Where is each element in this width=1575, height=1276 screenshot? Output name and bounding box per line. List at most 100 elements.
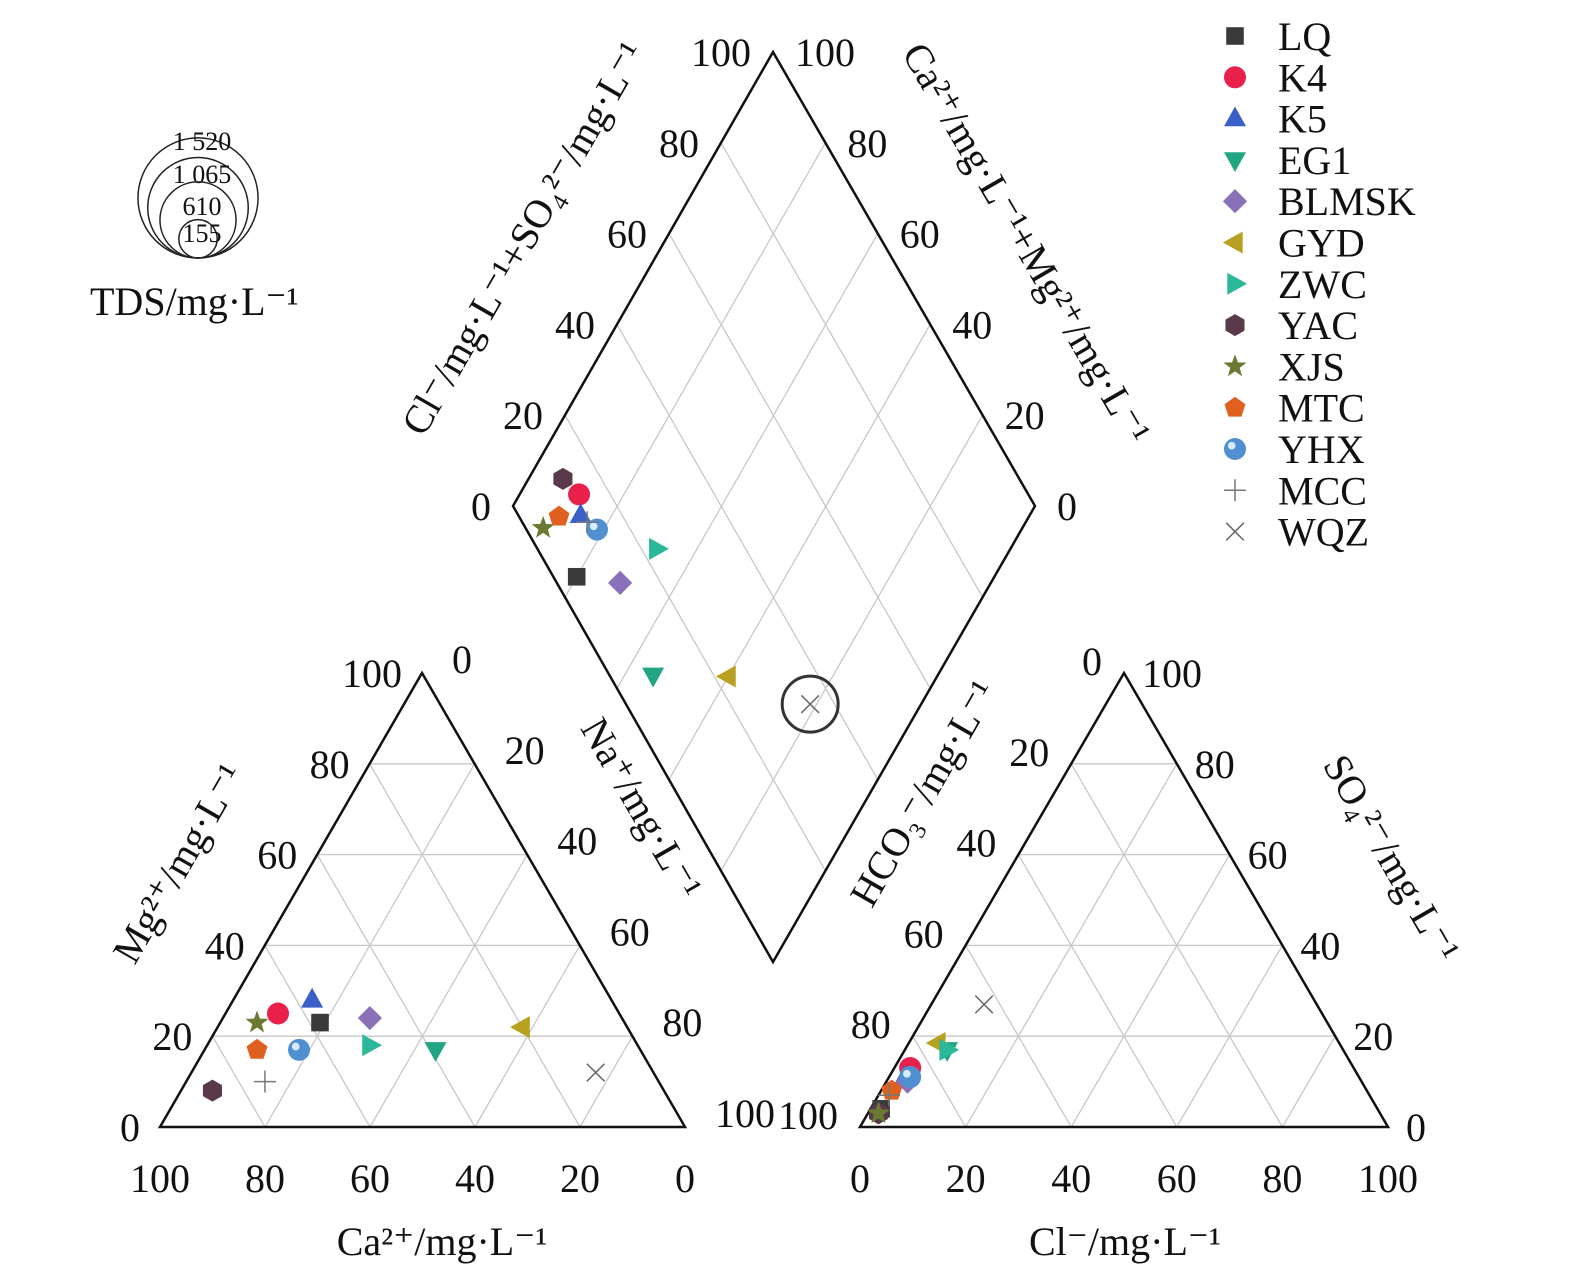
tick-label-ca: 40 <box>455 1156 495 1201</box>
plot-frames <box>157 49 1391 1129</box>
gridlines <box>211 142 1336 1128</box>
tick-label-hco3: 40 <box>956 821 996 866</box>
triangle-up-marker <box>301 987 324 1008</box>
legend-item-eg1: EG1 <box>1224 138 1351 183</box>
tds-circle-label: 1 520 <box>173 127 232 156</box>
gridline <box>616 233 879 689</box>
legend-label: K5 <box>1278 97 1327 142</box>
tick-label-diamond-camg: 100 <box>795 30 855 75</box>
tick-label-cl: 0 <box>850 1156 870 1201</box>
plus-marker <box>878 1084 901 1107</box>
star-marker <box>245 1010 269 1033</box>
tick-label-diamond-camg: 0 <box>1057 484 1077 529</box>
gridline <box>211 1035 266 1128</box>
triangle-down-marker <box>424 1042 447 1062</box>
tick-label-diamond-clso4: 0 <box>471 484 491 529</box>
tds-circle <box>780 674 840 734</box>
circle-marker <box>267 1002 289 1025</box>
tick-label-so4: 20 <box>1353 1014 1393 1059</box>
pentagon-marker <box>246 1038 268 1059</box>
star-marker <box>866 1101 890 1124</box>
gridline <box>369 854 528 1128</box>
gridline <box>264 945 371 1128</box>
legend-label: MTC <box>1278 386 1365 431</box>
sphere-marker <box>1224 438 1246 460</box>
gridline <box>564 414 826 872</box>
plus-marker <box>1224 479 1246 502</box>
gridline <box>965 945 1072 1128</box>
legend-item-xjs: XJS <box>1223 344 1345 389</box>
tick-label-so4: 0 <box>1406 1105 1426 1150</box>
tds-circle <box>178 218 218 259</box>
legend-label: MCC <box>1278 468 1367 513</box>
tick-label-na: 0 <box>452 637 472 682</box>
legend-item-k4: K4 <box>1224 55 1327 100</box>
triangle-left-marker <box>510 1016 530 1039</box>
tick-label-mg: 40 <box>205 923 245 968</box>
tick-label-so4: 40 <box>1300 923 1340 968</box>
axis-labels: Ca²⁺/mg·L⁻¹ Cl⁻/mg·L⁻¹ Mg²⁺/mg·L⁻¹ Na⁺/m… <box>103 34 1469 1264</box>
gridline <box>668 233 931 689</box>
tds-circle-label: 155 <box>183 219 222 248</box>
legend-item-k5: K5 <box>1224 97 1327 142</box>
axis-label-cl: Cl⁻/mg·L⁻¹ <box>1029 1219 1221 1264</box>
tick-label-diamond-camg: 20 <box>1005 393 1045 438</box>
diamond-marker <box>1222 189 1248 214</box>
tds-circle-label: 610 <box>183 192 222 221</box>
anion-triangle <box>857 670 1391 1129</box>
legend-label: K4 <box>1278 55 1327 100</box>
cation-triangle <box>157 670 688 1129</box>
legend-label: LQ <box>1278 14 1331 59</box>
triangle-down-marker <box>1224 152 1246 172</box>
tds-legend-title: TDS/mg·L⁻¹ <box>90 279 299 324</box>
sphere-highlight <box>903 1069 911 1078</box>
hexagon-marker <box>202 1079 222 1102</box>
tick-label-hco3: 80 <box>851 1002 891 1047</box>
tick-label-hco3: 0 <box>1082 639 1102 684</box>
gridline <box>1070 854 1231 1128</box>
sample-wqz <box>586 674 994 1082</box>
legend-label: ZWC <box>1278 262 1367 307</box>
tick-label-diamond-camg: 60 <box>900 212 940 257</box>
triangle-right-marker <box>939 1038 960 1061</box>
tick-label-hco3: 60 <box>904 911 944 956</box>
tick-label-diamond-clso4: 100 <box>691 30 751 75</box>
gridline <box>316 854 476 1128</box>
sample-yhx <box>288 518 922 1089</box>
triangle-up-marker <box>569 503 592 524</box>
gridline <box>369 763 581 1128</box>
sample-mcc <box>253 511 901 1107</box>
legend-label: YAC <box>1278 303 1358 348</box>
tick-label-hco3: 100 <box>778 1093 838 1138</box>
square-marker <box>1226 27 1244 45</box>
sample-mtc <box>246 505 903 1100</box>
tick-label-ca: 100 <box>130 1156 190 1201</box>
tick-label-so4: 60 <box>1248 833 1288 878</box>
pentagon-marker <box>1224 396 1246 417</box>
axis-label-na: Na⁺/mg·L⁻¹ <box>572 710 711 906</box>
legend-label: WQZ <box>1278 510 1369 555</box>
tick-label-ca: 80 <box>245 1156 285 1201</box>
plus-marker <box>253 1070 276 1093</box>
legend-label: EG1 <box>1278 138 1351 183</box>
tick-label-na: 20 <box>505 728 545 773</box>
sample-xjs <box>245 515 890 1124</box>
sample-zwc <box>362 537 960 1061</box>
sphere-highlight <box>291 1042 300 1051</box>
star-marker <box>531 515 555 538</box>
tick-label-diamond-clso4: 40 <box>555 302 595 347</box>
tick-label-na: 80 <box>662 1000 702 1045</box>
legend-label: GYD <box>1278 221 1365 266</box>
tick-label-so4: 80 <box>1195 742 1235 787</box>
star-marker <box>1223 354 1247 377</box>
tick-label-ca: 0 <box>675 1156 695 1201</box>
triangle-right-marker <box>362 1034 383 1057</box>
legend-item-yhx: YHX <box>1224 427 1365 472</box>
legend-item-gyd: GYD <box>1222 221 1365 266</box>
cross-marker <box>974 995 994 1014</box>
legend-item-blmsk: BLMSK <box>1222 179 1416 224</box>
tick-label-diamond-clso4: 20 <box>503 393 543 438</box>
diamond-frame <box>511 49 1037 965</box>
